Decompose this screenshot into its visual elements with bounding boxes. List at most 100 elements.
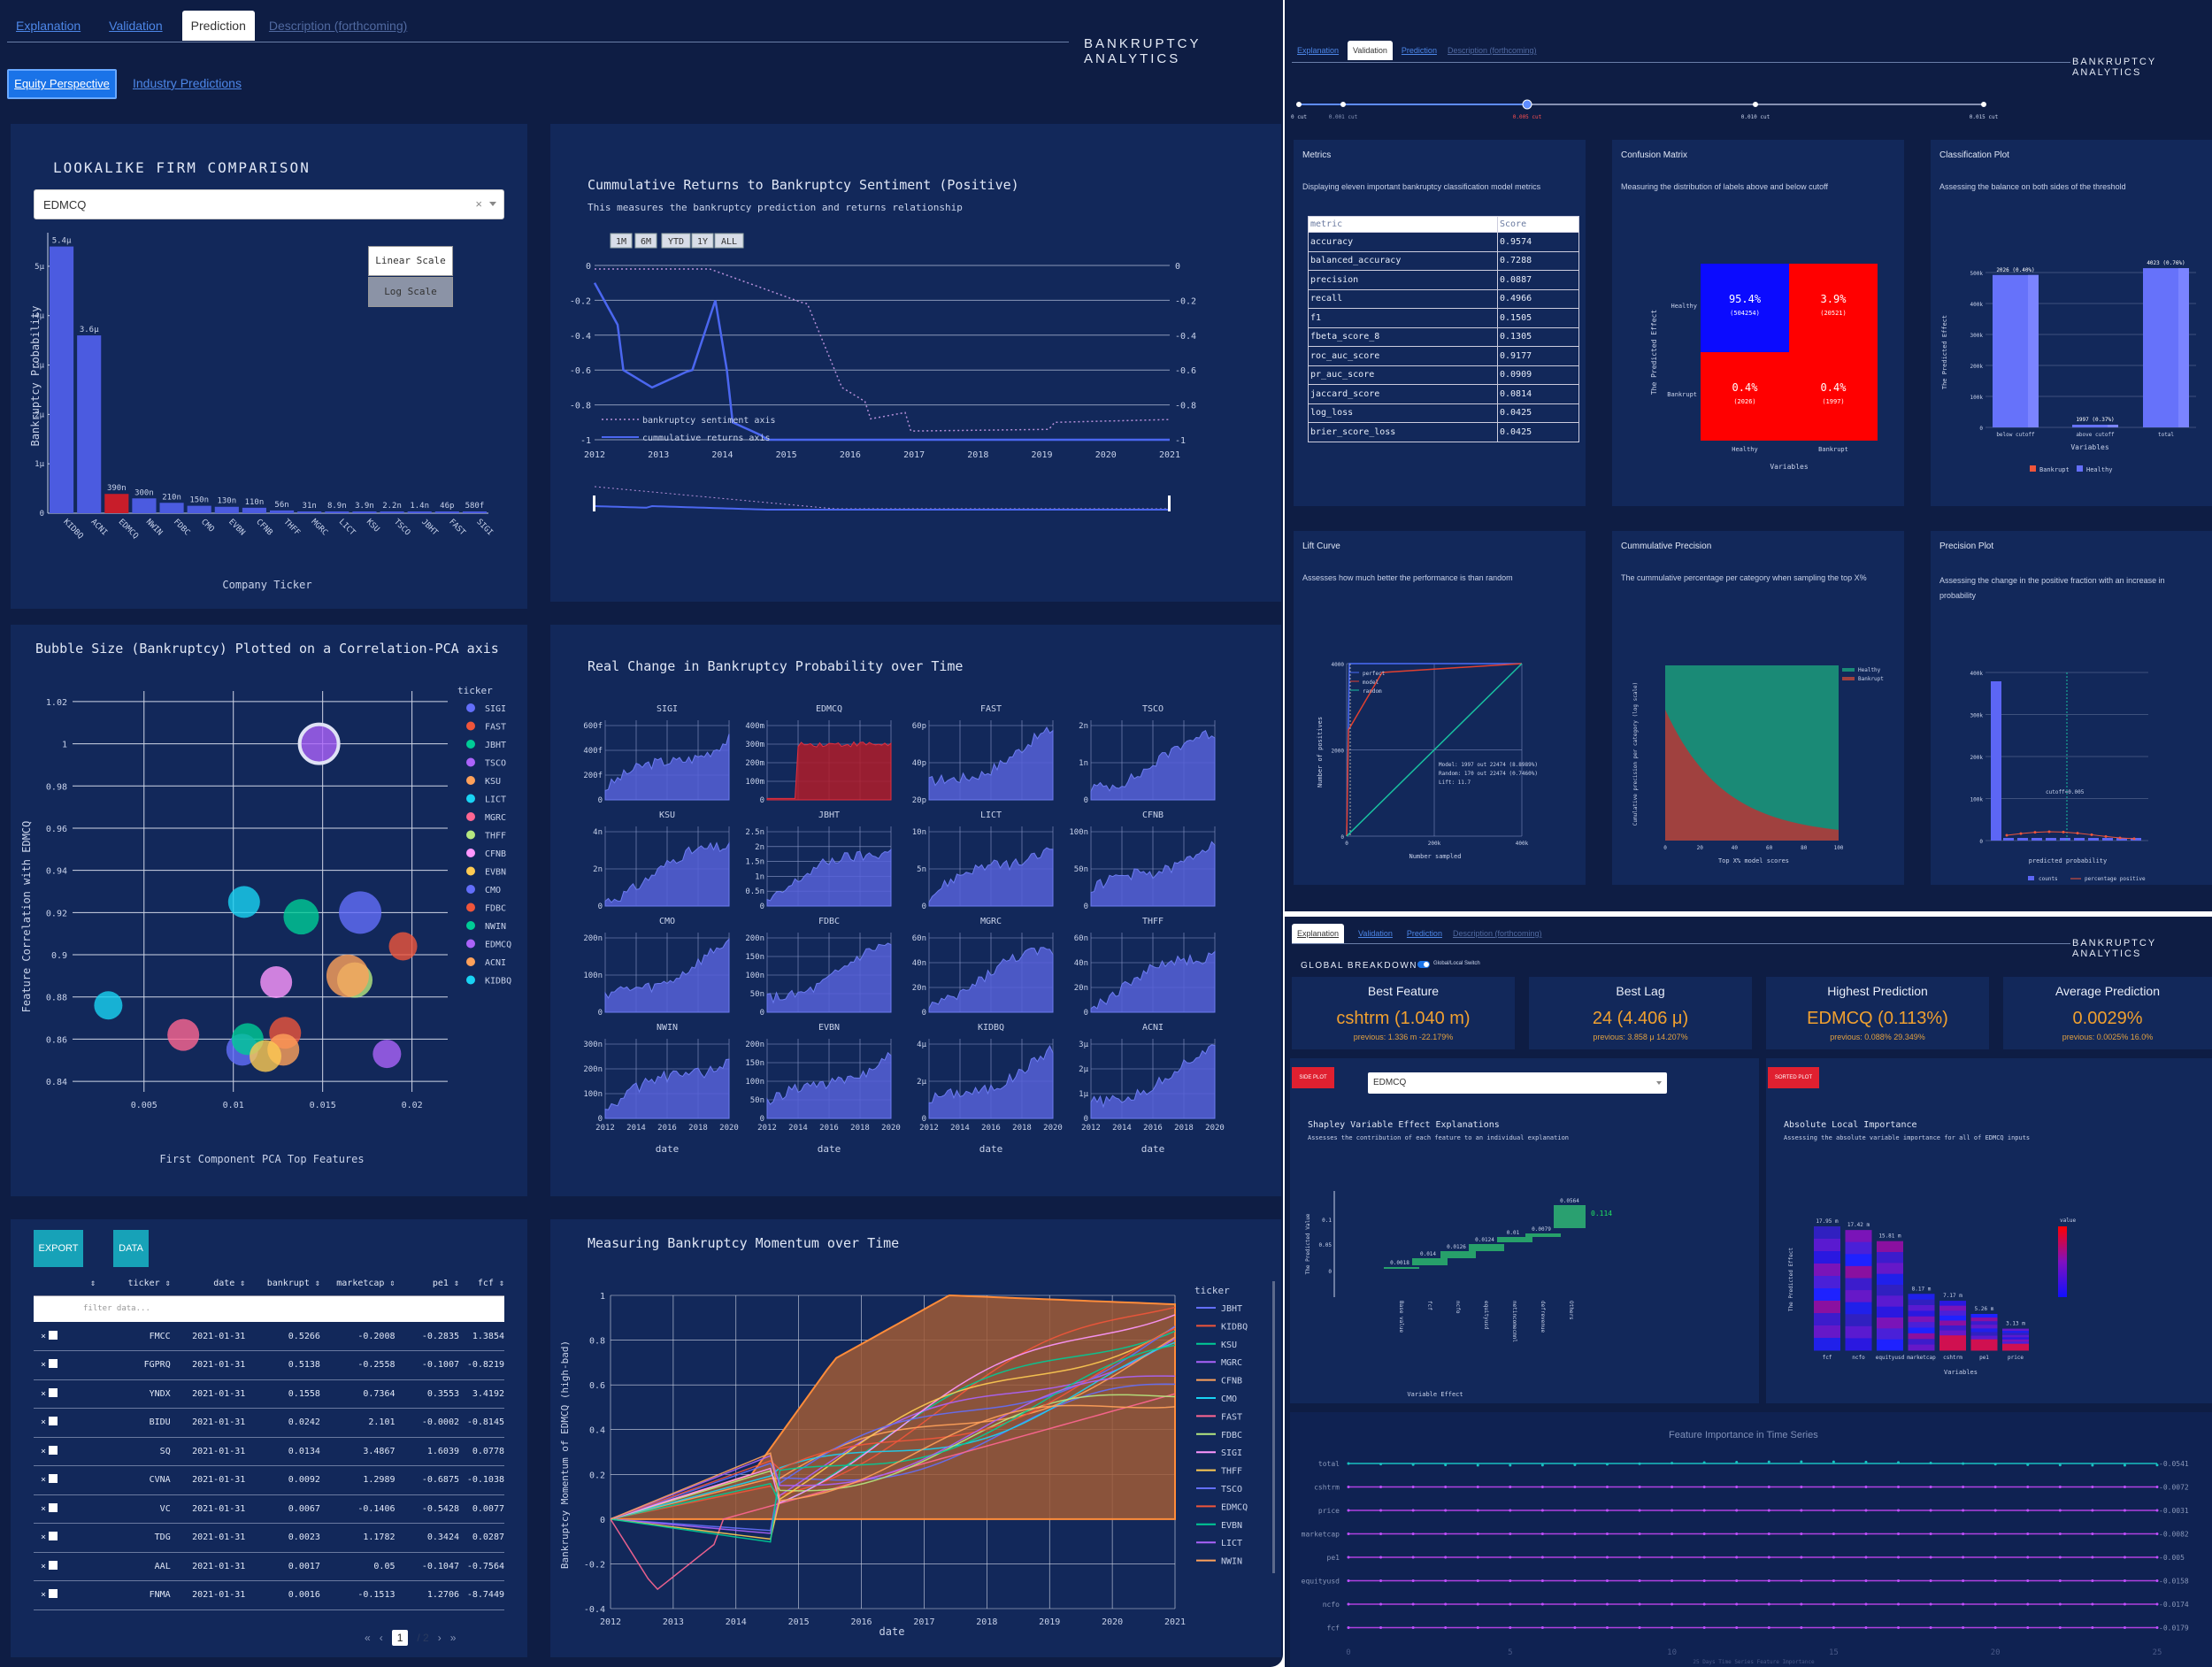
checkbox[interactable] [48, 1445, 58, 1455]
export-button[interactable]: EXPORT [34, 1230, 83, 1267]
delete-row-icon[interactable]: × [41, 1446, 47, 1456]
table-row: × FGPRQ 2021-01-31 0.5138 -0.2558 -0.1007 -0.8… [34, 1351, 504, 1380]
x-axis-title: date [1141, 1143, 1165, 1155]
slider-mark [1340, 102, 1346, 107]
cutoff-slider[interactable]: 0 cut 0.001 cut 0.005 cut 0.010 cut 0.015 cu… [1285, 88, 2212, 142]
global-local-toggle[interactable] [1417, 961, 1430, 968]
delete-row-icon[interactable]: × [41, 1533, 47, 1543]
chevron-down-icon[interactable] [489, 202, 496, 206]
bar-data-label: 150n [189, 496, 209, 505]
checkbox[interactable] [48, 1532, 58, 1541]
log-scale-button[interactable]: Log Scale [368, 277, 453, 307]
checkbox[interactable] [48, 1474, 58, 1484]
side-plot-button[interactable]: SIDE PLOT [1292, 1067, 1334, 1088]
series-point [2058, 1486, 2062, 1488]
tab-validation[interactable]: Validation [1348, 41, 1393, 60]
delete-row-icon[interactable]: × [41, 1360, 47, 1371]
checkbox[interactable] [48, 1417, 58, 1426]
delete-row-icon[interactable]: × [41, 1590, 47, 1601]
sorted-plot-button[interactable]: SORTED PLOT [1768, 1067, 1819, 1088]
tab-explanation[interactable]: Explanation [1292, 924, 1345, 943]
delete-row-icon[interactable]: × [41, 1475, 47, 1486]
metric-name: roc_auc_score [1308, 346, 1498, 366]
x-tick-label: 2019 [1039, 1617, 1060, 1627]
filter-cell[interactable]: filter data... [83, 1304, 150, 1314]
last-page-button[interactable]: » [449, 1632, 457, 1644]
column-header-date[interactable]: date ⇕ [213, 1279, 246, 1289]
tab-validation[interactable]: Validation [1358, 929, 1393, 938]
tab-description[interactable]: Description (forthcoming) [1452, 929, 1542, 938]
column-header-ticker[interactable]: ticker ⇕ [127, 1279, 171, 1289]
series-point [1767, 1486, 1770, 1488]
area-sigi [604, 734, 730, 801]
tab-explanation[interactable]: Explanation [1297, 46, 1340, 55]
row-checkbox[interactable] [48, 1581, 96, 1610]
clear-icon[interactable]: × [475, 197, 482, 211]
series-point [1735, 1460, 1739, 1463]
ticker-select[interactable]: EDMCQ × [34, 189, 504, 219]
table-cell: 0.3424 [426, 1533, 459, 1543]
kpi-best-feature: Best Feature cshtrm (1.040 m) previous: … [1292, 977, 1515, 1049]
delete-row-icon[interactable]: × [41, 1331, 47, 1341]
data-button[interactable]: DATA [113, 1230, 149, 1267]
checkbox[interactable] [48, 1560, 58, 1570]
y-tick-label: 60n [1074, 934, 1088, 943]
checkbox[interactable] [48, 1387, 58, 1397]
delete-row-icon[interactable]: × [41, 1417, 47, 1428]
delete-row-icon[interactable]: × [41, 1503, 47, 1514]
precision-card: Precision Plot Assessing the change in t… [1931, 531, 2212, 885]
y-tick-label: 0 [1084, 903, 1088, 911]
subtab-equity[interactable]: Equity Perspective [7, 69, 117, 99]
tab-prediction[interactable]: Prediction [1406, 929, 1442, 938]
column-header-pe1[interactable]: pe1 ⇕ [432, 1279, 459, 1289]
column-header-bankrupt[interactable]: bankrupt ⇕ [266, 1279, 320, 1289]
legend-label: KSU [485, 777, 501, 787]
bar-data-label: 2026 (0.40%) [1996, 267, 2034, 273]
row-checkbox[interactable] [48, 1466, 96, 1495]
y-tick-label: 150n [745, 1059, 764, 1068]
row-checkbox[interactable] [48, 1524, 96, 1553]
tab-description[interactable]: Description (forthcoming) [1447, 46, 1537, 55]
tab-description[interactable]: Description (forthcoming) [268, 19, 408, 33]
row-checkbox[interactable] [48, 1379, 96, 1409]
checkbox[interactable] [48, 1359, 58, 1369]
chevron-down-icon[interactable] [1656, 1081, 1662, 1085]
checkbox[interactable] [48, 1330, 58, 1340]
prev-page-button[interactable]: ‹ [379, 1632, 383, 1644]
tab-validation[interactable]: Validation [109, 19, 163, 33]
column-header-marketcap[interactable]: marketcap ⇕ [336, 1279, 396, 1289]
confusion-subtitle: Measuring the distribution of labels abo… [1621, 182, 1828, 191]
next-page-button[interactable]: › [437, 1632, 442, 1644]
row-checkbox[interactable] [48, 1494, 96, 1524]
count-bar [2032, 838, 2042, 841]
column-header-fcf[interactable]: fcf ⇕ [477, 1279, 504, 1289]
y-tick-label: 60n [912, 934, 926, 943]
validation-dashboard: Explanation Validation Prediction Descri… [1285, 0, 2212, 911]
metric-score: 0.0425 [1497, 422, 1579, 442]
heat-cell [1877, 1339, 1903, 1351]
row-checkbox[interactable] [48, 1322, 96, 1351]
lift-note: Random: 170 out 22474 (0.7460%) [1439, 771, 1538, 777]
row-checkbox[interactable] [48, 1409, 96, 1438]
linear-scale-button[interactable]: Linear Scale [368, 246, 453, 276]
tab-prediction[interactable]: Prediction [1401, 46, 1437, 55]
series-point [1800, 1602, 1803, 1606]
series-point [1411, 1533, 1415, 1535]
row-checkbox[interactable] [48, 1351, 96, 1380]
tab-prediction[interactable]: Prediction [181, 11, 255, 41]
tab-explanation[interactable]: Explanation [16, 19, 81, 33]
row-checkbox[interactable] [48, 1552, 96, 1581]
y-tick-label: 50n [750, 990, 764, 999]
series-point [2058, 1626, 2062, 1629]
percentage-point [2104, 834, 2108, 838]
subtab-industry[interactable]: Industry Predictions [133, 76, 242, 90]
first-page-button[interactable]: « [365, 1632, 371, 1644]
row-checkbox[interactable] [48, 1437, 96, 1466]
delete-row-icon[interactable]: × [41, 1388, 47, 1399]
series-point [2058, 1579, 2062, 1582]
checkbox[interactable] [48, 1502, 58, 1512]
delete-row-icon[interactable]: × [41, 1561, 47, 1571]
page-input[interactable]: 1 [391, 1630, 409, 1646]
shap-ticker-select[interactable]: EDMCQ [1368, 1072, 1667, 1094]
checkbox[interactable] [48, 1589, 58, 1599]
